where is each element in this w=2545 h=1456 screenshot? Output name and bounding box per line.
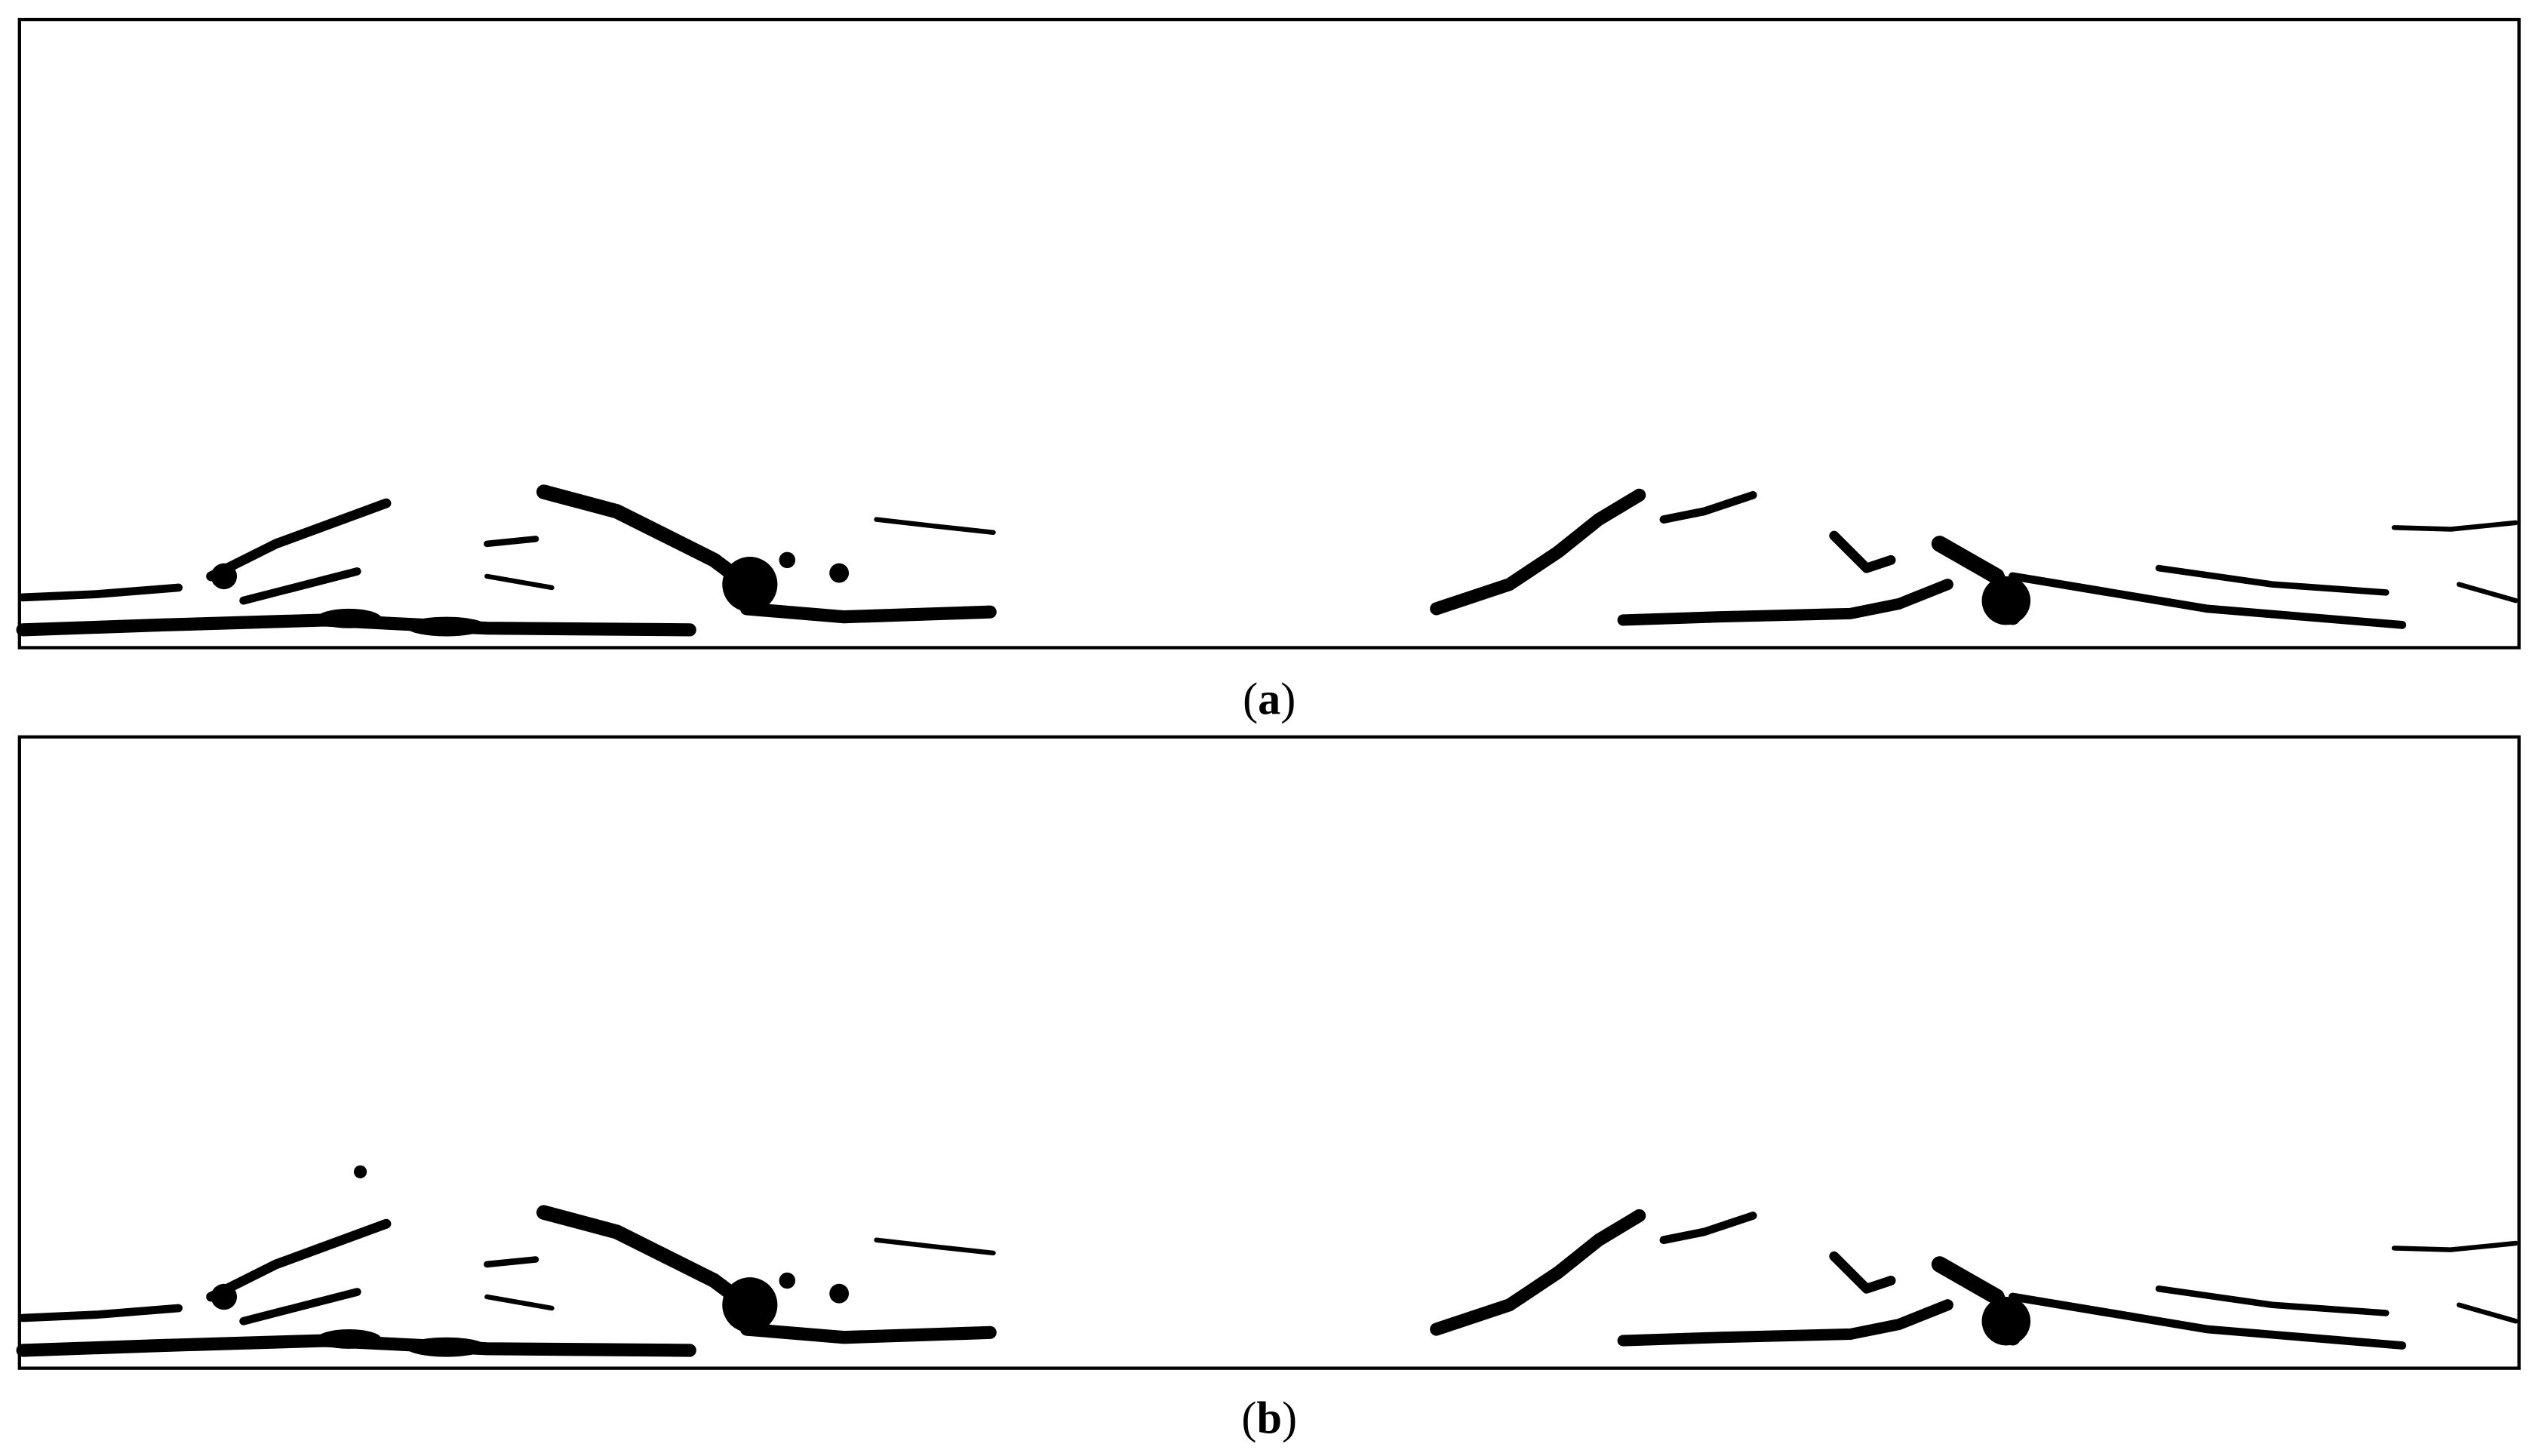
panel-frame	[17, 17, 2521, 650]
caption: (b)	[1241, 1393, 1297, 1444]
caption-label: b	[1256, 1393, 1282, 1444]
caption-close: )	[1282, 1393, 1297, 1444]
caption-close: )	[1280, 674, 1296, 725]
caption-open: (	[1241, 1393, 1256, 1444]
caption-label: a	[1258, 674, 1280, 725]
caption-open: (	[1243, 674, 1258, 725]
blob	[353, 1165, 367, 1178]
caption: (a)	[1243, 674, 1296, 725]
panel-frame	[17, 735, 2521, 1370]
